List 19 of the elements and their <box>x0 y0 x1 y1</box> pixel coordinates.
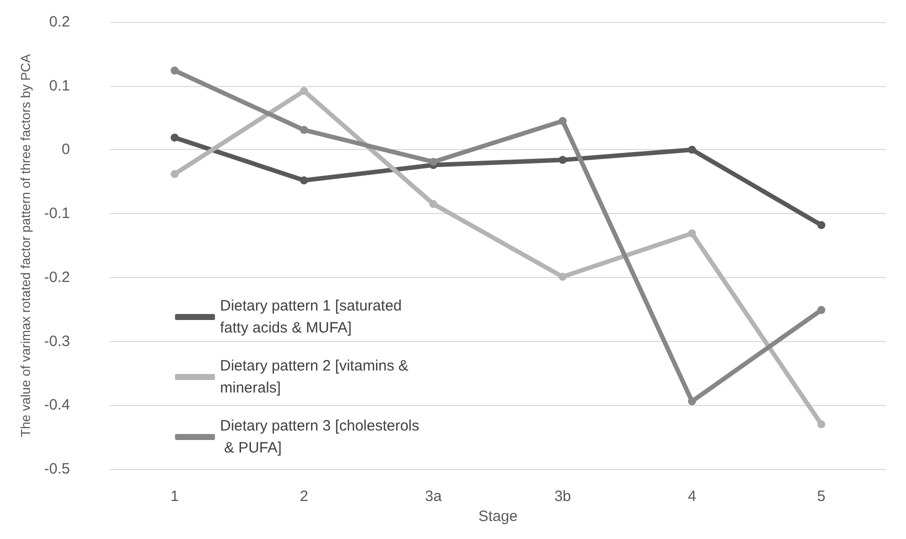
x-tick-label: 4 <box>688 488 696 505</box>
legend-label: Dietary pattern 3 [cholesterols & PUFA] <box>220 418 420 456</box>
y-tick-label: 0.1 <box>49 77 70 94</box>
y-tick-label: -0.4 <box>44 396 70 414</box>
y-tick-label: -0.1 <box>44 205 70 222</box>
x-tick-label: 2 <box>300 488 308 505</box>
y-axis-title: The value of varimax rotated factor pattern of three factors by PCA <box>18 54 33 437</box>
legend-label: Dietary pattern 1 [saturated fatty acids & MUFA] <box>220 298 406 336</box>
y-tick-label: -0.3 <box>44 332 70 350</box>
x-axis-title: Stage <box>478 508 518 525</box>
x-tick-label: 3b <box>554 488 572 505</box>
y-tick-label: -0.5 <box>44 460 70 478</box>
y-tick-label: 0 <box>62 141 70 158</box>
y-tick-label: -0.2 <box>44 268 70 286</box>
y-tick-label: 0.2 <box>49 14 70 30</box>
legend-label: Dietary pattern 2 [vitamins & minerals] <box>220 358 413 396</box>
x-tick-label: 1 <box>170 488 179 505</box>
x-tick-label: 3a <box>424 488 442 505</box>
x-tick-label: 5 <box>817 488 826 505</box>
